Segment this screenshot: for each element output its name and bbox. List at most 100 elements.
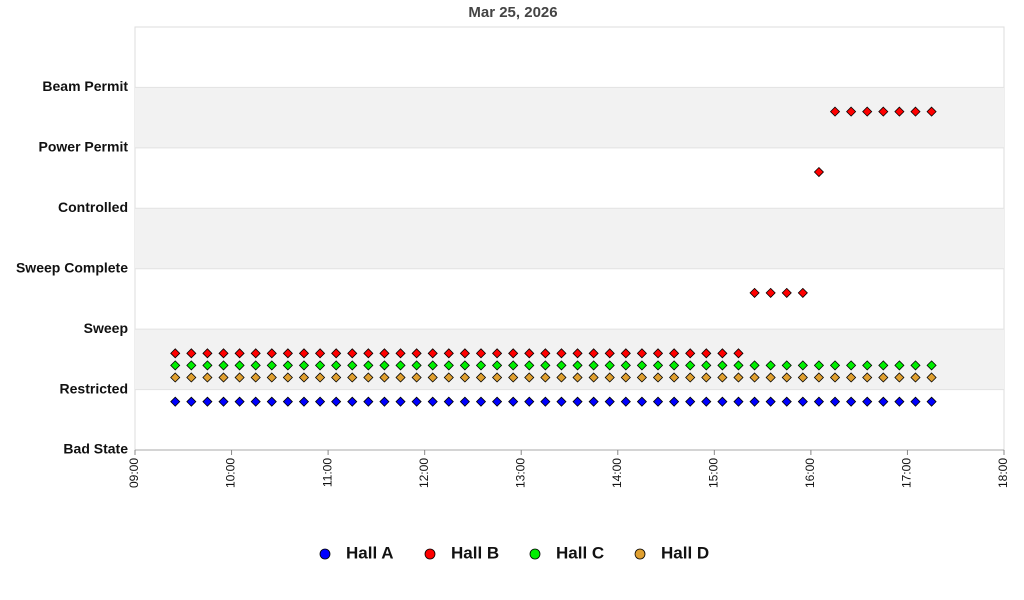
data-point: [797, 396, 808, 407]
legend-marker: [319, 548, 331, 560]
data-point: [572, 360, 583, 371]
legend-label: Hall B: [451, 543, 499, 562]
data-point: [331, 348, 342, 359]
data-point: [298, 360, 310, 371]
data-point: [701, 396, 712, 407]
data-point: [443, 372, 454, 383]
data-point: [459, 396, 470, 407]
data-point: [556, 372, 567, 383]
data-point: [733, 360, 744, 371]
data-point: [636, 396, 647, 407]
data-point: [636, 360, 647, 371]
data-point: [717, 360, 728, 371]
data-point: [218, 372, 229, 383]
data-point: [556, 396, 567, 407]
legend-marker: [529, 548, 541, 560]
data-point: [218, 348, 229, 359]
data-point: [202, 396, 213, 407]
data-point: [379, 372, 390, 383]
x-tick-label: 11:00: [320, 458, 334, 487]
data-point: [717, 348, 728, 359]
data-point: [475, 372, 487, 383]
data-point: [250, 396, 261, 407]
data-point: [427, 348, 438, 359]
data-point: [685, 372, 696, 383]
data-point: [234, 360, 245, 371]
data-point: [411, 360, 422, 371]
data-point: [266, 372, 277, 383]
data-point: [298, 372, 310, 383]
data-point: [685, 396, 696, 407]
data-point: [508, 348, 519, 359]
data-point: [331, 396, 342, 407]
data-point: [669, 372, 680, 383]
x-tick-label: 17:00: [900, 458, 914, 488]
data-point: [202, 360, 213, 371]
data-point: [636, 372, 647, 383]
data-point: [701, 348, 712, 359]
data-point: [765, 372, 776, 383]
data-point: [733, 396, 744, 407]
data-point: [379, 348, 390, 359]
data-point: [411, 396, 422, 407]
data-point: [765, 396, 776, 407]
data-point: [652, 396, 664, 407]
data-point: [266, 348, 277, 359]
data-point: [331, 360, 342, 371]
data-point: [395, 360, 406, 371]
data-point: [894, 360, 905, 371]
data-point: [926, 106, 937, 117]
data-point: [749, 372, 760, 383]
data-point: [910, 360, 921, 371]
grid-band: [135, 208, 1004, 269]
data-point: [701, 372, 712, 383]
data-point: [749, 360, 760, 371]
y-tick-label: Power Permit: [39, 139, 129, 155]
data-point: [218, 360, 229, 371]
data-point: [878, 360, 889, 371]
data-point: [862, 372, 873, 383]
data-point: [475, 396, 487, 407]
data-point: [266, 360, 277, 371]
grid-band: [135, 329, 1004, 390]
data-point: [250, 348, 261, 359]
data-point: [234, 348, 245, 359]
data-point: [459, 348, 470, 359]
data-point: [846, 360, 857, 371]
data-point: [459, 360, 470, 371]
data-point: [620, 372, 631, 383]
data-point: [427, 360, 438, 371]
data-point: [846, 106, 857, 117]
data-point: [910, 396, 921, 407]
y-tick-label: Beam Permit: [42, 78, 128, 94]
data-point: [717, 396, 728, 407]
data-point: [733, 372, 744, 383]
data-point: [765, 287, 776, 298]
data-point: [733, 348, 744, 359]
data-point: [749, 287, 760, 298]
data-point: [604, 360, 615, 371]
data-point: [443, 360, 454, 371]
legend-label: Hall A: [346, 543, 394, 562]
data-point: [540, 396, 551, 407]
data-point: [910, 372, 921, 383]
data-point: [701, 360, 712, 371]
data-point: [540, 348, 551, 359]
data-point: [379, 360, 390, 371]
data-point: [669, 360, 680, 371]
y-tick-label: Restricted: [60, 380, 128, 396]
data-point: [298, 396, 310, 407]
data-point: [234, 396, 245, 407]
data-point: [926, 372, 937, 383]
legend-marker: [424, 548, 436, 560]
data-point: [347, 360, 358, 371]
x-tick-label: 12:00: [417, 458, 431, 488]
data-point: [813, 396, 825, 407]
x-tick-label: 14:00: [610, 458, 624, 488]
data-point: [234, 372, 245, 383]
data-point: [540, 360, 551, 371]
y-tick-label: Controlled: [58, 199, 128, 215]
data-point: [797, 287, 808, 298]
data-point: [379, 396, 390, 407]
data-point: [604, 348, 615, 359]
